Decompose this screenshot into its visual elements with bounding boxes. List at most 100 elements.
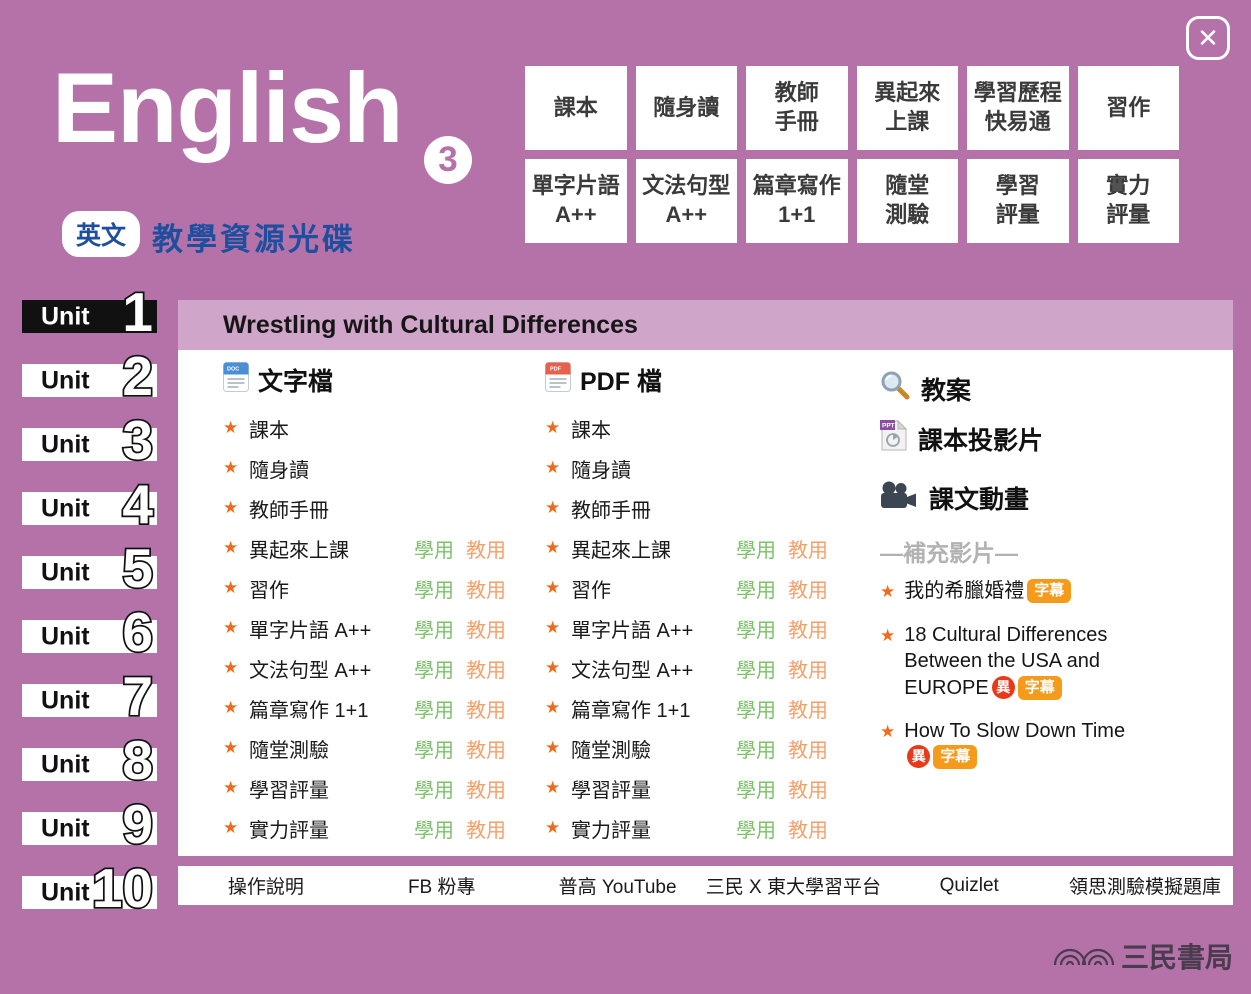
teacher-version-link[interactable]: 教用 [788,779,828,802]
sidebar-unit-9[interactable]: Unit 9 [22,795,157,853]
teacher-version-link[interactable]: 教用 [788,579,828,602]
list-item: ★ 學習評量 學用 教用 [545,768,840,808]
video-item[interactable]: ★ 18 Cultural Differences Between the US… [880,622,1142,701]
text-animation-link[interactable]: 課文動畫 [880,480,1029,516]
item-label[interactable]: 教師手冊 [249,499,329,522]
video-camera-icon [880,481,918,516]
close-icon: ✕ [1197,22,1219,53]
logo-level-badge: 3 [424,136,472,184]
list-item: ★ 單字片語 A++ 學用 教用 [223,608,518,648]
sidebar-unit-2[interactable]: Unit 2 [22,347,157,405]
menu-learning-assessment[interactable]: 學習 評量 [967,159,1069,243]
student-version-link[interactable]: 學用 [736,539,776,562]
teacher-version-link[interactable]: 教用 [466,579,506,602]
student-version-link[interactable]: 學用 [414,779,454,802]
student-version-link[interactable]: 學用 [414,819,454,842]
menu-workbook[interactable]: 習作 [1077,66,1179,150]
list-item: ★ 篇章寫作 1+1 學用 教用 [545,688,840,728]
footer-link-learning-platform[interactable]: 三民 X 東大學習平台 [705,877,882,898]
teacher-version-link[interactable]: 教用 [788,699,828,722]
item-label[interactable]: 異起來上課 [249,539,349,562]
sidebar-unit-1[interactable]: Unit 1 [22,283,157,341]
item-label[interactable]: 異起來上課 [571,539,671,562]
footer-bar: 操作說明 FB 粉專 普高 YouTube 三民 X 東大學習平台 Quizle… [178,866,1233,905]
student-version-link[interactable]: 學用 [414,619,454,642]
item-label[interactable]: 文法句型 A++ [571,659,694,682]
item-label[interactable]: 篇章寫作 1+1 [249,699,369,722]
item-label[interactable]: 隨堂測驗 [571,739,651,762]
menu-teacher-manual[interactable]: 教師 手冊 [746,66,848,150]
sidebar-unit-10[interactable]: Unit 10 [22,859,157,917]
student-version-link[interactable]: 學用 [736,659,776,682]
teacher-version-link[interactable]: 教用 [466,779,506,802]
student-version-link[interactable]: 學用 [736,819,776,842]
teacher-version-link[interactable]: 教用 [788,619,828,642]
unit-number: 1 [121,281,155,344]
video-item[interactable]: ★ 我的希臘婚禮 字幕 [880,578,1072,604]
item-label[interactable]: 習作 [571,579,611,602]
student-version-link[interactable]: 學用 [736,739,776,762]
menu-learning-portfolio[interactable]: 學習歷程 快易通 [967,66,1069,150]
item-label[interactable]: 學習評量 [249,779,329,802]
teacher-version-link[interactable]: 教用 [788,659,828,682]
teacher-version-link[interactable]: 教用 [788,739,828,762]
textbook-slides-link[interactable]: PPT 課本投影片 [880,419,1043,458]
teacher-version-link[interactable]: 教用 [466,819,506,842]
item-label[interactable]: 篇章寫作 1+1 [571,699,691,722]
close-button[interactable]: ✕ [1186,16,1230,60]
sidebar-unit-6[interactable]: Unit 6 [22,603,157,661]
item-label[interactable]: 習作 [249,579,289,602]
menu-proficiency-assessment[interactable]: 實力 評量 [1077,159,1179,243]
video-item[interactable]: ★ How To Slow Down Time 異 字幕 [880,718,1142,771]
menu-vocab-phrases-app[interactable]: 單字片語 A++ [525,159,627,243]
menu-pocket-reader[interactable]: 隨身讀 [635,66,737,150]
menu-essay-writing[interactable]: 篇章寫作 1+1 [746,159,848,243]
item-label[interactable]: 實力評量 [571,819,651,842]
item-label[interactable]: 課本 [571,419,611,442]
lesson-plan-link[interactable]: 教案 [880,370,971,407]
student-version-link[interactable]: 學用 [414,699,454,722]
student-version-link[interactable]: 學用 [736,779,776,802]
student-version-link[interactable]: 學用 [736,619,776,642]
item-label[interactable]: 單字片語 A++ [249,619,372,642]
item-label[interactable]: 實力評量 [249,819,329,842]
teacher-version-link[interactable]: 教用 [466,619,506,642]
teacher-version-link[interactable]: 教用 [466,659,506,682]
item-label[interactable]: 學習評量 [571,779,651,802]
student-version-link[interactable]: 學用 [414,739,454,762]
student-version-link[interactable]: 學用 [414,659,454,682]
footer-link-instructions[interactable]: 操作說明 [227,877,304,898]
student-version-link[interactable]: 學用 [736,579,776,602]
sidebar-unit-8[interactable]: Unit 8 [22,731,157,789]
item-label[interactable]: 文法句型 A++ [249,659,372,682]
sidebar-unit-3[interactable]: Unit 3 [22,411,157,469]
teacher-version-link[interactable]: 教用 [466,539,506,562]
item-label[interactable]: 隨身讀 [571,459,631,482]
sidebar-unit-4[interactable]: Unit 4 [22,475,157,533]
teacher-version-link[interactable]: 教用 [788,819,828,842]
student-version-link[interactable]: 學用 [414,579,454,602]
footer-link-youtube[interactable]: 普高 YouTube [558,877,677,898]
menu-class-quiz[interactable]: 隨堂 測驗 [856,159,958,243]
item-label[interactable]: 隨堂測驗 [249,739,329,762]
teacher-version-link[interactable]: 教用 [466,699,506,722]
student-version-link[interactable]: 學用 [414,539,454,562]
teacher-version-link[interactable]: 教用 [466,739,506,762]
menu-textbook[interactable]: 課本 [525,66,627,150]
sidebar-unit-5[interactable]: Unit 5 [22,539,157,597]
sidebar-unit-7[interactable]: Unit 7 [22,667,157,725]
item-label[interactable]: 教師手冊 [571,499,651,522]
extra-videos-header: —補充影片— [880,540,1018,566]
item-label[interactable]: 課本 [249,419,289,442]
menu-grammar-patterns-app[interactable]: 文法句型 A++ [635,159,737,243]
teacher-version-link[interactable]: 教用 [788,539,828,562]
publisher-arches-icon [1053,940,1115,973]
menu-yi-interactive-class[interactable]: 異起來 上課 [856,66,958,150]
student-version-link[interactable]: 學用 [736,699,776,722]
item-label[interactable]: 隨身讀 [249,459,309,482]
item-label[interactable]: 單字片語 A++ [571,619,694,642]
star-icon: ★ [223,818,239,837]
footer-link-facebook[interactable]: FB 粉專 [407,877,476,898]
footer-link-quizlet[interactable]: Quizlet [939,874,999,896]
footer-link-linguaskill-bank[interactable]: 領思測驗模擬題庫 [1069,877,1222,898]
